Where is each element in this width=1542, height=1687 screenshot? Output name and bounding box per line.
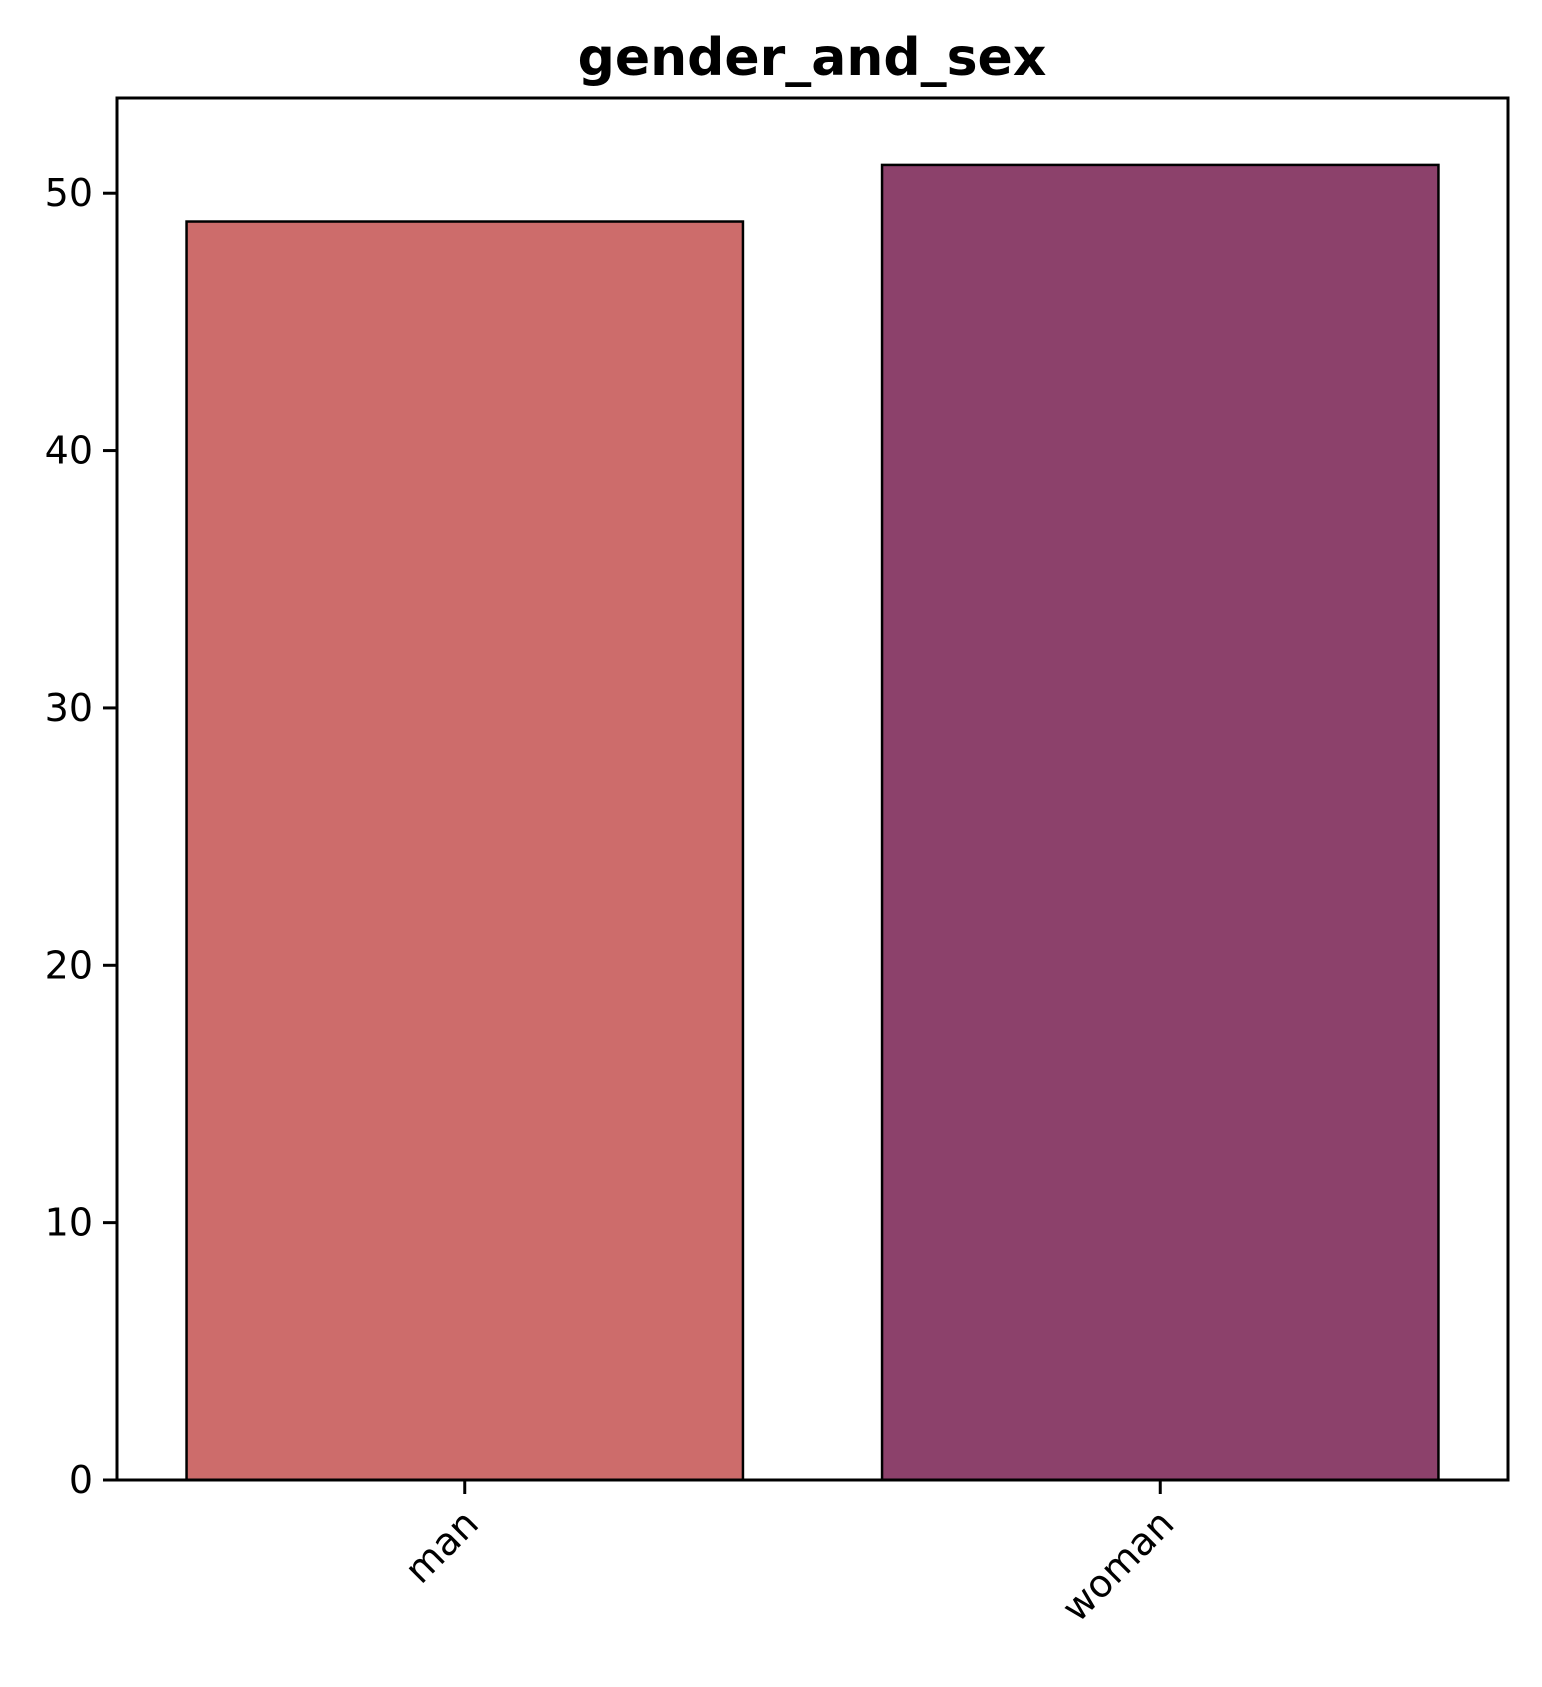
y-tick-label: 0 [69, 1458, 93, 1502]
y-tick-label: 20 [45, 943, 93, 987]
bar-man [185, 220, 745, 1482]
y-axis: 0 10 20 30 40 50 [45, 171, 117, 1502]
y-tick-label: 50 [45, 171, 93, 215]
y-tick-label: 40 [45, 429, 93, 473]
chart-title: gender_and_sex [578, 28, 1047, 88]
plot-frame [115, 96, 1510, 1482]
x-tick-label: woman [1053, 1501, 1182, 1630]
y-tick-label: 10 [45, 1201, 93, 1245]
x-tick-label: man [396, 1501, 487, 1592]
x-axis: man woman [396, 1480, 1182, 1630]
bars-layer [185, 163, 1440, 1482]
y-tick-label: 30 [45, 686, 93, 730]
bar-woman [880, 163, 1440, 1482]
